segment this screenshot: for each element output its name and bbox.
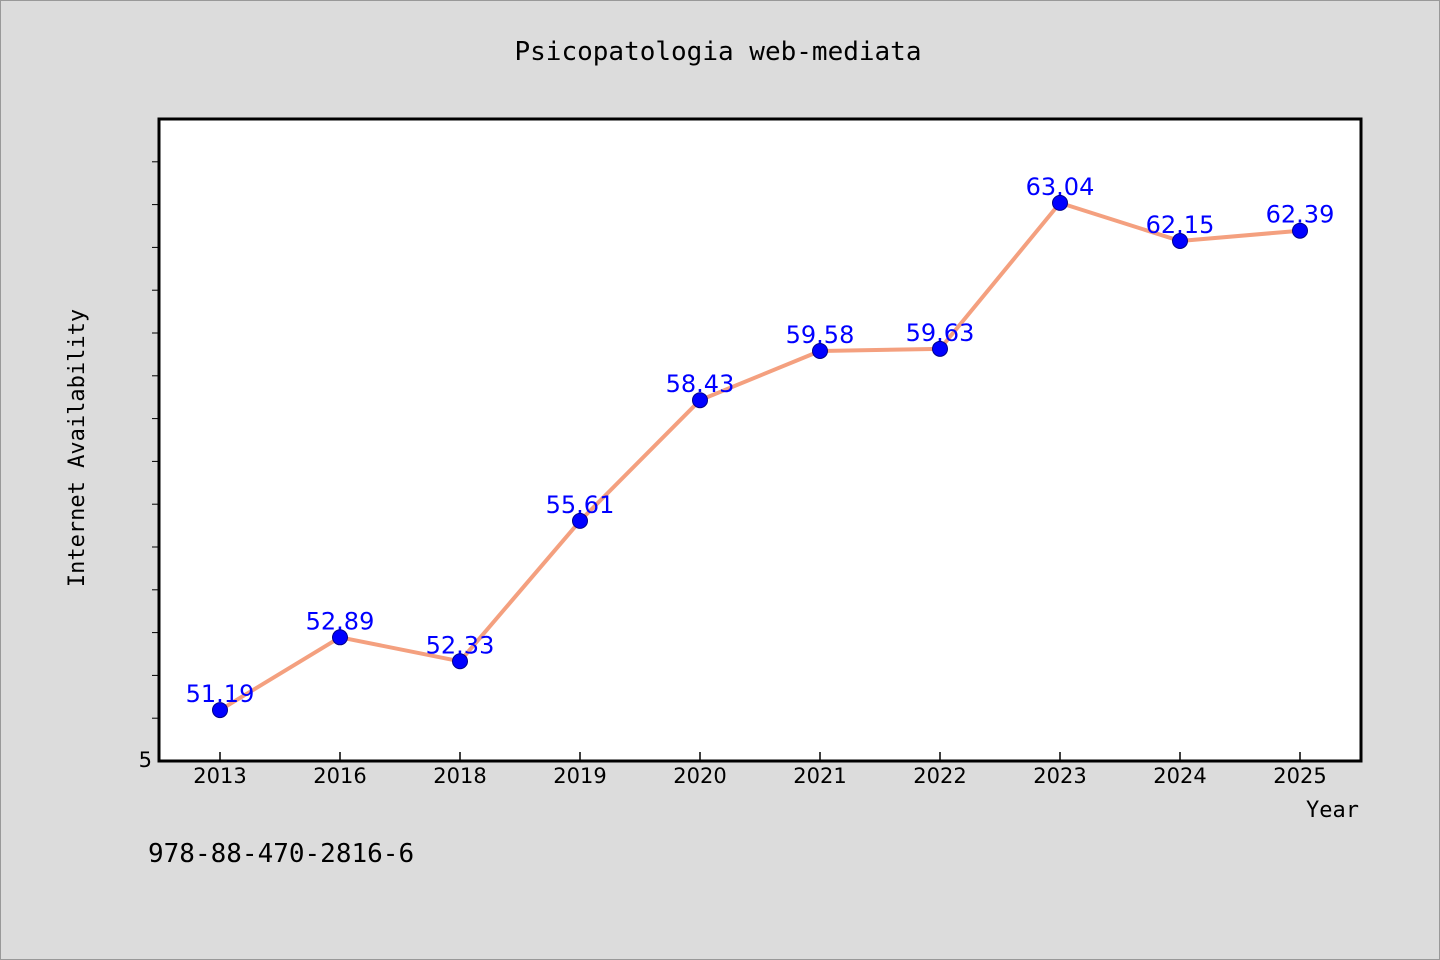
data-point-marker (332, 629, 348, 646)
y-axis-ticks (152, 161, 159, 719)
series-line (218, 200, 1301, 712)
data-point-marker (1292, 222, 1308, 239)
data-label: 62.39 (1266, 201, 1335, 229)
x-tick-label: 2024 (1153, 764, 1206, 788)
x-tick-label: 2018 (433, 764, 486, 788)
x-tick-label: 2013 (193, 764, 246, 788)
data-label: 58.43 (666, 370, 735, 398)
data-point-marker (572, 512, 588, 529)
data-point-marker (452, 653, 468, 670)
data-point-marker (1172, 232, 1188, 249)
chart-title: Psicopatologia web-mediata (515, 37, 922, 67)
x-tick-label: 2016 (313, 764, 366, 788)
data-point-marker (812, 342, 828, 359)
data-label: 55.61 (546, 491, 615, 519)
x-tick-label: 2021 (793, 764, 846, 788)
x-tick-label: 2022 (913, 764, 966, 788)
isbn-text: 978-88-470-2816-6 (148, 839, 414, 869)
data-label: 59.63 (906, 319, 975, 347)
data-label: 59.58 (786, 321, 855, 349)
data-point-marker (212, 702, 228, 719)
data-label: 62.15 (1146, 211, 1215, 239)
data-label: 52.33 (426, 631, 495, 659)
x-axis-label: Year (1306, 798, 1359, 823)
data-point-marker (692, 392, 708, 409)
plot-area (157, 117, 1363, 763)
data-point-marker (932, 340, 948, 357)
data-label: 52.89 (306, 607, 375, 635)
data-label: 63.04 (1026, 173, 1095, 201)
x-axis-tick-labels: 2013 2016 2018 2019 2020 2021 2022 2023 2024 2025 (193, 764, 1326, 788)
y-tick-label: 5 (139, 748, 152, 772)
data-labels: 51.19 52.89 52.33 55.61 58.43 59.58 59.63 63.04… (186, 173, 1335, 708)
x-tick-label: 2023 (1033, 764, 1086, 788)
data-point-marker (1052, 194, 1068, 211)
y-axis-label: Internet Availability (65, 309, 90, 587)
x-tick-label: 2025 (1273, 764, 1326, 788)
x-tick-label: 2019 (553, 764, 606, 788)
data-label: 51.19 (186, 680, 255, 708)
series-markers (212, 194, 1308, 719)
x-axis-ticks (219, 752, 1301, 761)
x-tick-label: 2020 (673, 764, 726, 788)
